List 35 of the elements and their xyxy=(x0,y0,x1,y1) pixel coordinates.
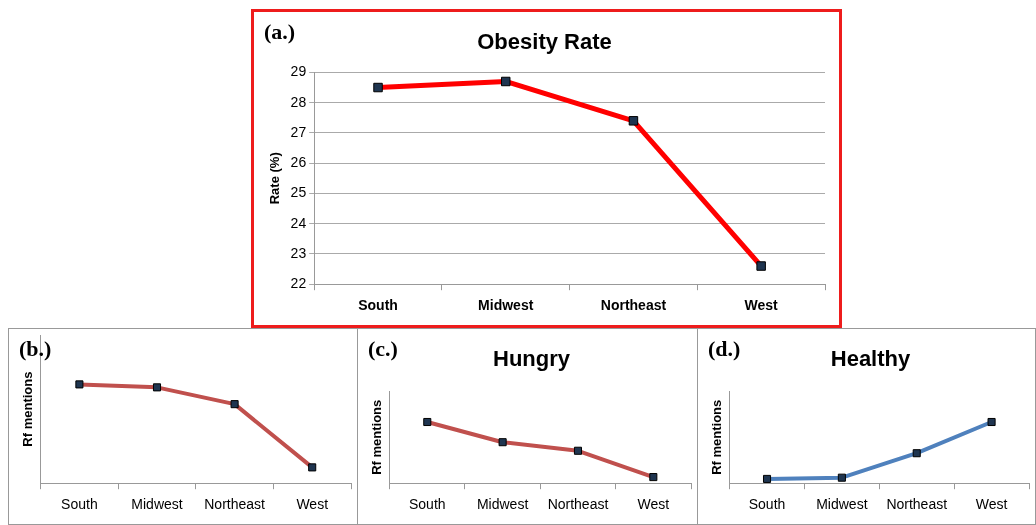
x-tick-label: Midwest xyxy=(476,496,529,513)
x-tick-label: Northeast xyxy=(886,496,948,513)
chart-title: Obesity Rate xyxy=(477,29,612,55)
y-axis-title: Rf mentions xyxy=(20,371,36,447)
y-axis-title: Rate (%) xyxy=(267,152,283,205)
x-tick-label: Northeast xyxy=(204,496,266,513)
x-tick-label: West xyxy=(637,496,670,513)
x-tick-label: West xyxy=(296,496,329,513)
x-tick-label: South xyxy=(61,496,98,513)
x-tick-label: Midwest xyxy=(131,496,183,513)
x-tick-label: South xyxy=(408,496,446,513)
y-tick-label: 28 xyxy=(290,93,307,110)
y-axis-title: Rf mentions xyxy=(709,399,725,475)
y-tick-label: 27 xyxy=(290,123,307,140)
x-tick-label: West xyxy=(975,496,1008,513)
x-tick-label: South xyxy=(748,496,786,513)
y-tick-label: 26 xyxy=(290,154,307,171)
text: (b.) xyxy=(19,335,52,361)
text: (c.) xyxy=(368,335,398,361)
y-axis-title: Rf mentions xyxy=(369,399,385,475)
text: (a.) xyxy=(264,18,296,44)
chart-title: Hungry xyxy=(493,346,571,372)
y-tick-label: 29 xyxy=(290,63,307,80)
x-tick-label: Midwest xyxy=(816,496,868,513)
x-tick-label: Northeast xyxy=(547,496,609,513)
y-tick-label: 25 xyxy=(290,184,307,201)
y-tick-label: 22 xyxy=(290,275,307,292)
x-tick-label: Midwest xyxy=(478,297,534,314)
x-tick-label: South xyxy=(358,297,398,314)
x-tick-label: Northeast xyxy=(600,297,667,314)
y-tick-label: 24 xyxy=(290,214,307,231)
y-tick-label: 23 xyxy=(290,244,307,261)
x-tick-label: West xyxy=(744,297,779,314)
text: (d.) xyxy=(708,335,741,361)
chart-title: Healthy xyxy=(830,346,911,372)
